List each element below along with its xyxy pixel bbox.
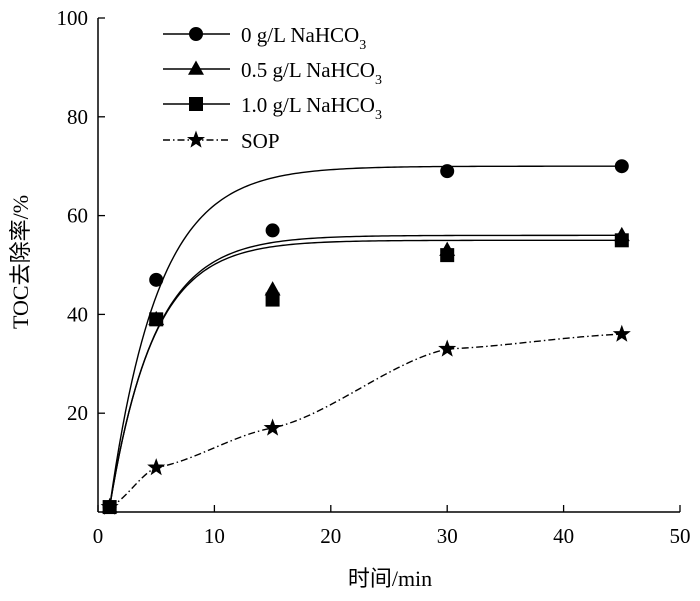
y-axis-title: TOC去除率/% [8,195,33,329]
data-point-series-4 [100,497,119,515]
legend-marker-3 [189,97,203,111]
legend-label-3: 1.0 g/L NaHCO3 [241,93,382,123]
data-point-series-3 [265,292,280,307]
legend-subscript: 3 [359,38,366,53]
y-tick-label: 80 [67,105,88,129]
series-line-3 [108,239,622,508]
x-tick-label: 10 [204,524,225,548]
data-point-series-3 [440,248,455,263]
data-point-series-3 [149,312,164,327]
series-line-4 [109,333,622,508]
y-tick-label: 60 [67,204,88,228]
legend-marker-2 [188,60,204,75]
data-point-series-1 [149,272,164,287]
axes: 0 10 20 30 40 50 20 40 60 80 100 [57,6,691,548]
legend-subscript: 3 [375,108,382,123]
x-tick-label: 0 [93,524,104,548]
y-tick-label: 20 [67,401,88,425]
x-tick-label: 40 [553,524,574,548]
series-line-2 [108,234,622,508]
data-point-series-1 [614,159,629,174]
x-tick-label: 50 [670,524,691,548]
legend-subscript: 3 [375,73,382,88]
legend-label-1: 0 g/L NaHCO3 [241,23,366,53]
data-point-series-3 [614,233,629,248]
legend: 0 g/L NaHCO3 0.5 g/L NaHCO3 1.0 g/L NaHCO3… [163,23,382,153]
legend-label-4: SOP [241,129,280,153]
markers [100,159,631,515]
legend-marker-1 [189,27,203,41]
y-tick-label: 100 [57,6,89,30]
x-tick-label: 20 [320,524,341,548]
series-line-1 [108,165,622,508]
data-point-series-4 [612,324,631,342]
y-tick-label: 40 [67,302,88,326]
legend-marker-4 [186,130,206,148]
data-point-series-4 [438,339,457,357]
data-point-series-4 [263,418,282,436]
curves [108,165,622,508]
x-axis-title: 时间/min [348,566,432,591]
data-point-series-1 [265,223,280,238]
data-point-series-4 [147,458,166,476]
legend-label-2: 0.5 g/L NaHCO3 [241,58,382,88]
data-point-series-1 [440,164,455,179]
x-tick-label: 30 [437,524,458,548]
